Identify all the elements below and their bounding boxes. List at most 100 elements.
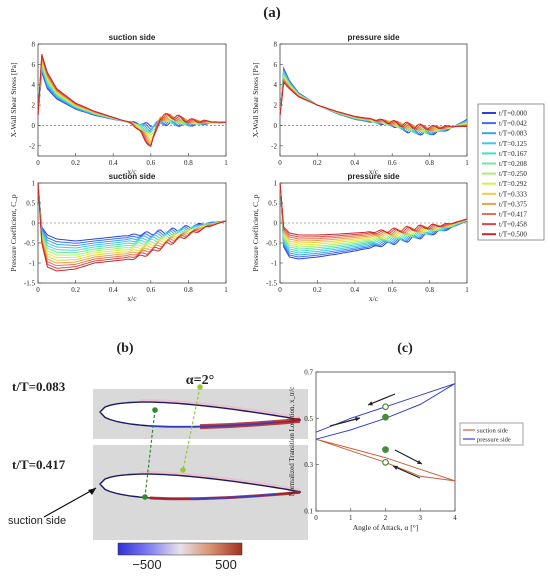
- subplot-title: pressure side: [347, 172, 400, 181]
- x-tick-label: 0: [36, 286, 40, 294]
- plot-frame: [37, 182, 227, 284]
- transition-marker: [382, 413, 389, 421]
- y-tick-label: 2: [274, 102, 278, 110]
- series-line-8: [279, 182, 468, 244]
- x-tick-label: 0.4: [109, 159, 118, 167]
- x-axis-label: Angle of Attack, α [°]: [353, 523, 418, 532]
- hysteresis-loop-2: [315, 383, 456, 440]
- y-tick-label: -2: [29, 142, 35, 150]
- y-tick-label: 1: [274, 180, 278, 188]
- series-line-6: [279, 182, 468, 248]
- transition-marker: [382, 458, 389, 466]
- y-tick-label: -1.5: [266, 280, 278, 288]
- legend-entry: t/T=0.000: [499, 110, 527, 118]
- x-tick-label: 0.8: [184, 159, 193, 167]
- x-tick-label: 3: [419, 514, 423, 522]
- direction-arrow: [394, 449, 423, 465]
- legend-entry: t/T=0.042: [499, 120, 527, 128]
- series-line-12: [279, 182, 468, 236]
- x-tick-label: 1: [224, 159, 228, 167]
- y-tick-label: 0.3: [304, 461, 313, 469]
- legend-entry: t/T=0.500: [499, 231, 527, 239]
- series-line-2: [37, 182, 227, 247]
- subplot-3: suction side 0 0.2 0.4 0.6 0.8 1 -1.5 -1 -0.5 0 0.5…: [9, 172, 228, 303]
- x-tick-label: 0.2: [313, 159, 322, 167]
- y-tick-label: 0.1: [304, 508, 313, 516]
- subplot-title: suction side: [109, 33, 156, 42]
- x-tick-label: 0.2: [313, 286, 322, 294]
- panel-a-plots: suction side 0 0.2 0.4 0.6 0.8 1 -2 0 2 4 6 8 x/c X-Wa…: [9, 33, 469, 303]
- y-tick-label: 8: [274, 41, 278, 49]
- y-tick-label: 1: [32, 180, 36, 188]
- y-tick-label: -1: [29, 260, 35, 268]
- x-tick-label: 0.8: [184, 286, 193, 294]
- y-tick-label: 0.7: [304, 369, 313, 377]
- direction-arrow: [367, 393, 396, 406]
- subplot-4: pressure side 0 0.2 0.4 0.6 0.8 1 -1.5 -1 -0.5 0 0.…: [251, 172, 469, 303]
- colorbar-gradient: [117, 542, 243, 556]
- x-tick-label: 1: [224, 286, 228, 294]
- x-tick-label: 0: [278, 159, 282, 167]
- transition-marker: [197, 384, 203, 390]
- x-tick-label: 0: [314, 514, 318, 522]
- y-tick-label: 6: [32, 61, 36, 69]
- x-tick-label: 0.4: [350, 286, 359, 294]
- y-tick-label: -1: [271, 260, 277, 268]
- panel-c-legend: suction side pressure side: [459, 422, 524, 446]
- legend-entry: t/T=0.250: [499, 170, 527, 178]
- x-tick-label: 0.6: [146, 286, 155, 294]
- x-axis-label: x/c: [127, 294, 137, 303]
- series-line-3: [37, 182, 227, 249]
- panel-a-legend: t/T=0.000 t/T=0.042 t/T=0.083 t/T=0.125 t/T=…: [477, 103, 545, 241]
- y-axis-label: Pressure Coefficient, C_p: [251, 194, 260, 271]
- colorbar: [117, 542, 243, 556]
- x-tick-label: 0.2: [71, 159, 80, 167]
- hysteresis-loop-1: [315, 438, 456, 482]
- x-tick-label: 4: [453, 514, 457, 522]
- transition-marker: [382, 446, 389, 454]
- y-tick-label: 0.5: [26, 200, 35, 208]
- direction-arrow: [392, 465, 421, 479]
- legend-entry: t/T=0.292: [499, 180, 527, 188]
- airfoil-shapes: [43, 384, 301, 518]
- y-tick-label: 4: [32, 81, 36, 89]
- series-line-12: [279, 81, 467, 130]
- legend-entry: t/T=0.083: [499, 130, 527, 138]
- x-tick-label: 1: [349, 514, 353, 522]
- legend-box: [459, 422, 524, 446]
- x-axis-label: x/c: [369, 294, 379, 303]
- y-tick-label: 0: [274, 122, 278, 130]
- y-tick-label: 0: [32, 122, 36, 130]
- series-line-12: [37, 182, 227, 272]
- direction-arrowhead: [393, 465, 398, 470]
- suction-side-annotation: suction side: [8, 515, 66, 527]
- series-line-10: [37, 182, 227, 267]
- panel-c-plot: 0 1 2 3 4 0.1 0.3 0.5 0.7 Angle of Attack, α [°] N…: [288, 369, 524, 532]
- field-band-blue: [189, 493, 276, 500]
- legend-entry: t/T=0.333: [499, 190, 527, 198]
- annotation-arrow: [43, 487, 97, 518]
- x-tick-label: 0.4: [109, 286, 118, 294]
- plot-frame: [279, 43, 468, 157]
- x-tick-label: 0: [278, 286, 282, 294]
- panel-b-label: (b): [116, 341, 133, 356]
- transition-marker: [152, 407, 158, 413]
- subplot-2: pressure side 0 0.2 0.4 0.6 0.8 1 -2 0 2 4 6 8 x/c X-W…: [251, 33, 469, 176]
- y-tick-label: -1.5: [24, 280, 36, 288]
- x-tick-label: 0.6: [146, 159, 155, 167]
- panel-b-airfoil-fields: α=2° t/T=0.083 t/T=0.417 suction side −5…: [8, 373, 308, 572]
- y-axis-label: X-Wall Shear Stress [Pa]: [9, 62, 18, 137]
- x-tick-label: 0.6: [388, 159, 397, 167]
- y-axis-label: Normalized Transition Location, x_tr/c: [288, 387, 296, 497]
- legend-box: [477, 103, 545, 241]
- y-tick-label: 8: [32, 41, 36, 49]
- panel-c-label: (c): [397, 341, 413, 356]
- panel-a-label: (a): [263, 5, 281, 21]
- series-line-1: [279, 182, 468, 258]
- series-line-7: [279, 182, 468, 246]
- direction-arrowhead: [355, 417, 360, 422]
- legend-entry: t/T=0.458: [499, 221, 527, 229]
- colorbar-max-label: 500: [215, 557, 237, 572]
- direction-arrowhead: [368, 401, 373, 406]
- transition-link-1: [144, 409, 156, 498]
